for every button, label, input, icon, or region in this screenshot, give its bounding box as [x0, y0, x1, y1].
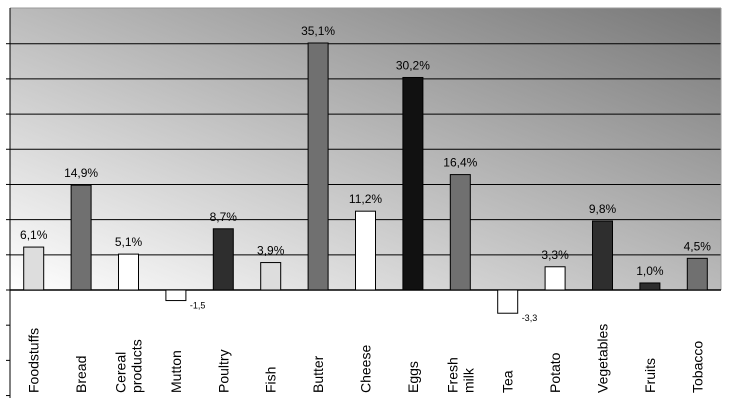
bar-mutton: [165, 289, 187, 302]
category-label: products: [129, 339, 145, 393]
category-label: Eggs: [405, 361, 421, 393]
value-label: 9,8%: [589, 202, 617, 216]
category-label: Tobacco: [689, 341, 705, 393]
value-label: 30,2%: [396, 58, 430, 72]
value-label: 1,0%: [636, 264, 664, 278]
category-label: Bread: [73, 356, 89, 393]
value-label: 8,7%: [210, 210, 238, 224]
bar-poultry: [212, 228, 234, 291]
category-label: Vegetables: [595, 324, 611, 393]
bar-tobacco: [686, 257, 708, 291]
value-label: 3,3%: [541, 248, 569, 262]
category-labels: Foodstuffs Bread Cereal products Mutton Poult…: [26, 324, 706, 393]
category-label: Fresh: [444, 357, 460, 393]
category-label: Fruits: [642, 358, 658, 393]
value-label: 16,4%: [443, 156, 477, 170]
category-label: Fish: [263, 367, 279, 393]
category-label: milk: [460, 367, 476, 393]
bar-tea: [497, 289, 519, 314]
bars: [23, 42, 708, 314]
value-label: 11,2%: [349, 192, 382, 206]
category-label: Poultry: [215, 349, 231, 393]
bar-cheese: [355, 210, 376, 291]
value-label: 6,1%: [20, 228, 48, 242]
bar-potato: [544, 266, 566, 291]
bar-vegetables: [592, 220, 613, 291]
bar-bread: [70, 184, 92, 291]
category-label: Butter: [310, 355, 326, 393]
value-label: 35,1%: [301, 24, 335, 38]
value-label: 5,1%: [115, 235, 143, 249]
value-label: 4,5%: [684, 239, 712, 253]
bar-butter: [307, 42, 329, 291]
category-label: Cereal: [113, 352, 129, 393]
value-label: 14,9%: [64, 166, 98, 180]
bar-cereal-products: [118, 253, 139, 291]
category-label: Mutton: [168, 350, 184, 393]
value-labels: 6,1% 14,9% 5,1% -1,5 8,7% 3,9% 35,1% 11,2% 30,2%…: [20, 24, 711, 323]
category-label: Foodstuffs: [26, 328, 42, 393]
bar-foodstuffs: [23, 246, 45, 291]
bar-eggs: [402, 76, 424, 291]
value-label: -1,5: [190, 301, 206, 311]
category-label: Tea: [500, 370, 516, 393]
category-label: Potato: [547, 352, 563, 393]
bar-fish: [260, 262, 282, 291]
category-label: Cheese: [358, 345, 374, 393]
bar-fruits: [639, 282, 661, 291]
bar-fresh-milk: [449, 174, 471, 291]
value-label: -3,3: [522, 313, 538, 323]
value-label: 3,9%: [257, 244, 285, 258]
